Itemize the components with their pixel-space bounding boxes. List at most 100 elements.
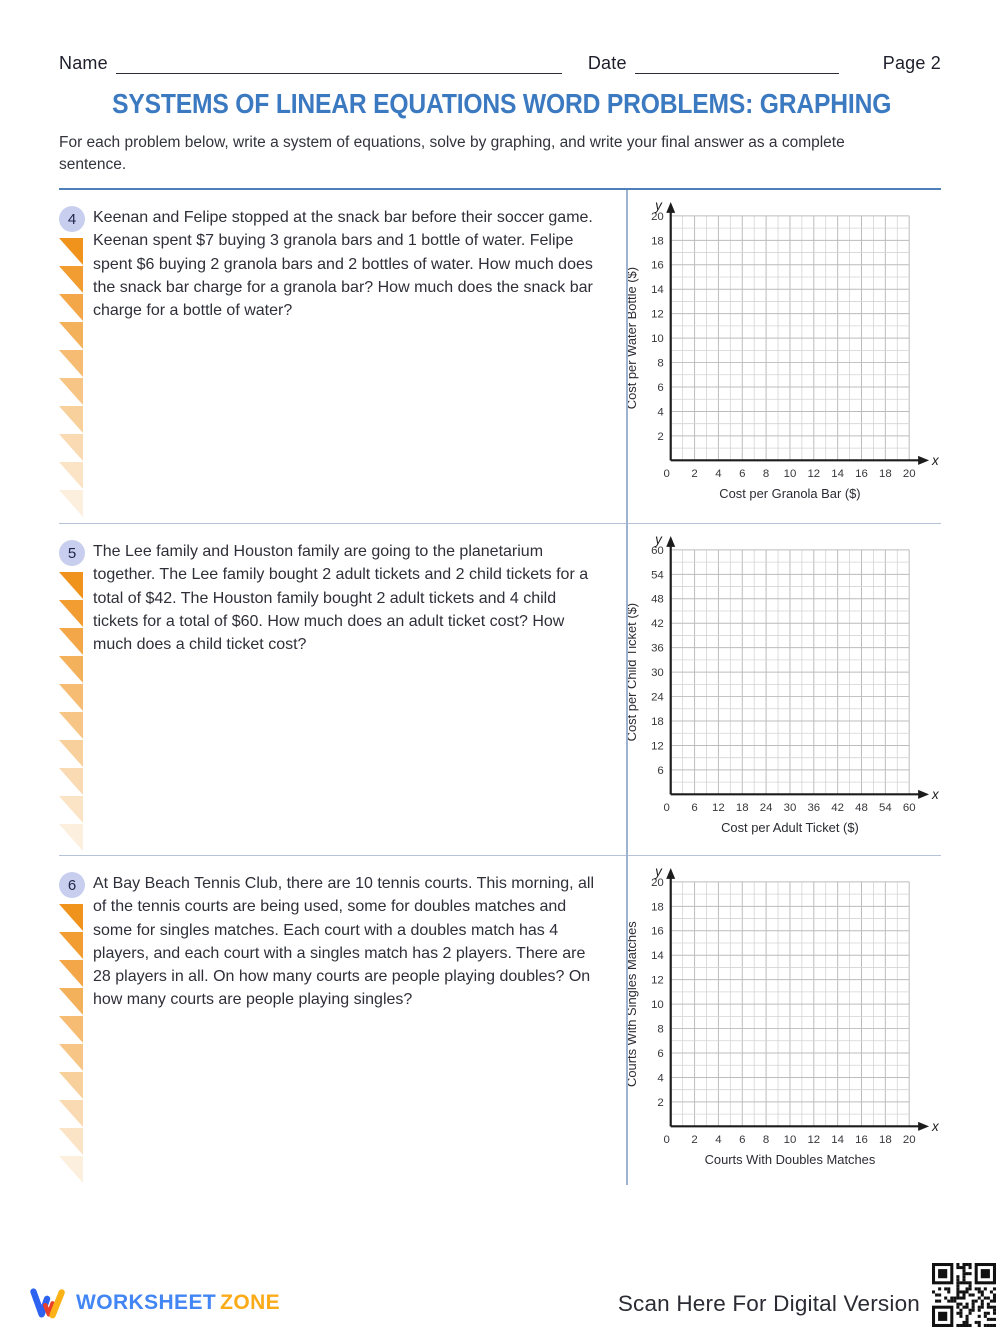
- date-label: Date: [587, 53, 627, 73]
- svg-text:18: 18: [879, 468, 892, 480]
- svg-text:54: 54: [651, 569, 664, 581]
- svg-text:54: 54: [879, 802, 892, 814]
- svg-text:Cost per Child Ticket ($): Cost per Child Ticket ($): [625, 603, 639, 741]
- svg-text:12: 12: [651, 975, 664, 987]
- page-number: Page 2: [882, 53, 941, 73]
- svg-text:Cost per Water Bottle ($): Cost per Water Bottle ($): [625, 267, 639, 409]
- svg-text:8: 8: [657, 1024, 663, 1036]
- svg-text:48: 48: [855, 802, 868, 814]
- svg-text:4: 4: [715, 1134, 722, 1146]
- svg-text:16: 16: [651, 260, 664, 272]
- problem-text: Keenan and Felipe stopped at the snack b…: [93, 209, 593, 320]
- svg-text:14: 14: [651, 284, 664, 296]
- date-blank-line: [634, 52, 839, 74]
- triangle-decoration: [59, 572, 83, 851]
- svg-text:16: 16: [651, 926, 664, 938]
- svg-text:10: 10: [651, 333, 664, 345]
- svg-text:18: 18: [651, 901, 664, 913]
- svg-text:24: 24: [760, 802, 773, 814]
- svg-text:4: 4: [715, 468, 722, 480]
- svg-text:4: 4: [657, 1072, 664, 1084]
- problem-text: The Lee family and Houston family are go…: [93, 543, 589, 654]
- svg-text:0: 0: [664, 802, 670, 814]
- worksheet-header: Name Date Page 2: [59, 52, 941, 74]
- svg-text:16: 16: [855, 468, 868, 480]
- svg-text:42: 42: [831, 802, 844, 814]
- svg-text:y: y: [654, 200, 663, 213]
- svg-text:14: 14: [831, 468, 844, 480]
- svg-text:0: 0: [664, 468, 670, 480]
- svg-text:6: 6: [691, 802, 697, 814]
- svg-text:2: 2: [657, 431, 663, 443]
- svg-text:6: 6: [739, 468, 745, 480]
- svg-text:Courts With Doubles Matches: Courts With Doubles Matches: [705, 1152, 876, 1167]
- graph-grid-blank: y x 2 4 6 8 10 12 14 16 18 20 0 2 4 6 8 10 12 14 16 18 20 Cost …: [625, 200, 940, 501]
- problem-row: 6 At Bay Beach Tennis Club, there are 10…: [59, 855, 941, 1185]
- qr-code: [932, 1263, 996, 1327]
- svg-text:30: 30: [651, 667, 664, 679]
- svg-text:30: 30: [784, 802, 797, 814]
- worksheetzone-logo-icon: [30, 1288, 65, 1319]
- problems-section: 4 Keenan and Felipe stopped at the snack…: [59, 188, 941, 1185]
- graph-grid-blank: y x 6 12 18 24 30 36 42 48 54 60 0 6 12 18 24 30 36 42 48 54 6…: [625, 534, 940, 835]
- svg-text:y: y: [654, 534, 663, 547]
- svg-text:x: x: [931, 453, 940, 468]
- svg-text:12: 12: [651, 309, 664, 321]
- page-footer: WORKSHEET ZONE Scan Here For Digital Vers…: [0, 1249, 1000, 1331]
- svg-text:18: 18: [651, 716, 664, 728]
- instructions-text: For each problem below, write a system o…: [59, 134, 845, 173]
- scan-here-text: Scan Here For Digital Version: [617, 1291, 920, 1316]
- svg-text:10: 10: [651, 999, 664, 1011]
- svg-text:14: 14: [831, 1134, 844, 1146]
- triangle-decoration: [59, 904, 83, 1183]
- svg-text:36: 36: [807, 802, 820, 814]
- svg-text:0: 0: [664, 1134, 670, 1146]
- problem-number-badge: 5: [59, 540, 85, 566]
- svg-text:12: 12: [807, 1134, 820, 1146]
- svg-text:60: 60: [651, 545, 664, 557]
- svg-text:6: 6: [657, 765, 663, 777]
- svg-text:6: 6: [657, 382, 663, 394]
- svg-text:10: 10: [784, 1134, 797, 1146]
- svg-text:6: 6: [739, 1134, 745, 1146]
- svg-text:20: 20: [903, 468, 916, 480]
- svg-text:8: 8: [763, 1134, 769, 1146]
- problem-text: At Bay Beach Tennis Club, there are 10 t…: [93, 875, 595, 1009]
- svg-text:48: 48: [651, 594, 664, 606]
- triangle-decoration: [59, 238, 83, 517]
- svg-text:20: 20: [651, 211, 664, 223]
- brand-zone: ZONE: [220, 1290, 281, 1314]
- svg-text:2: 2: [657, 1097, 663, 1109]
- svg-text:8: 8: [763, 468, 769, 480]
- svg-text:y: y: [654, 866, 663, 879]
- svg-text:12: 12: [651, 740, 664, 752]
- svg-text:20: 20: [651, 877, 664, 889]
- svg-text:Cost per Granola Bar ($): Cost per Granola Bar ($): [719, 486, 860, 501]
- svg-text:6: 6: [657, 1048, 663, 1060]
- problem-number-badge: 6: [59, 872, 85, 898]
- worksheetzone-logo: WORKSHEET ZONE: [28, 1284, 280, 1321]
- problem-row: 5 The Lee family and Houston family are …: [59, 523, 941, 855]
- svg-text:2: 2: [691, 468, 697, 480]
- svg-text:16: 16: [855, 1134, 868, 1146]
- svg-text:x: x: [931, 787, 940, 802]
- svg-text:20: 20: [903, 1134, 916, 1146]
- svg-text:10: 10: [784, 468, 797, 480]
- column-divider-line: [626, 190, 628, 1185]
- svg-text:12: 12: [807, 468, 820, 480]
- svg-text:14: 14: [651, 950, 664, 962]
- svg-text:42: 42: [651, 618, 664, 630]
- svg-text:8: 8: [657, 358, 663, 370]
- problem-row: 4 Keenan and Felipe stopped at the snack…: [59, 190, 941, 523]
- name-label: Name: [59, 53, 108, 73]
- graph-grid-blank: y x 2 4 6 8 10 12 14 16 18 20 0 2 4 6 8 10 12 14 16 18 20 Court…: [625, 866, 940, 1167]
- problem-number-badge: 4: [59, 206, 85, 232]
- svg-text:4: 4: [657, 406, 664, 418]
- svg-text:18: 18: [879, 1134, 892, 1146]
- name-blank-line: [115, 52, 562, 74]
- svg-text:Courts With Singles Matches: Courts With Singles Matches: [625, 921, 639, 1087]
- svg-text:18: 18: [736, 802, 749, 814]
- svg-text:24: 24: [651, 692, 664, 704]
- svg-text:Cost per Adult Ticket ($): Cost per Adult Ticket ($): [721, 820, 859, 835]
- svg-text:2: 2: [691, 1134, 697, 1146]
